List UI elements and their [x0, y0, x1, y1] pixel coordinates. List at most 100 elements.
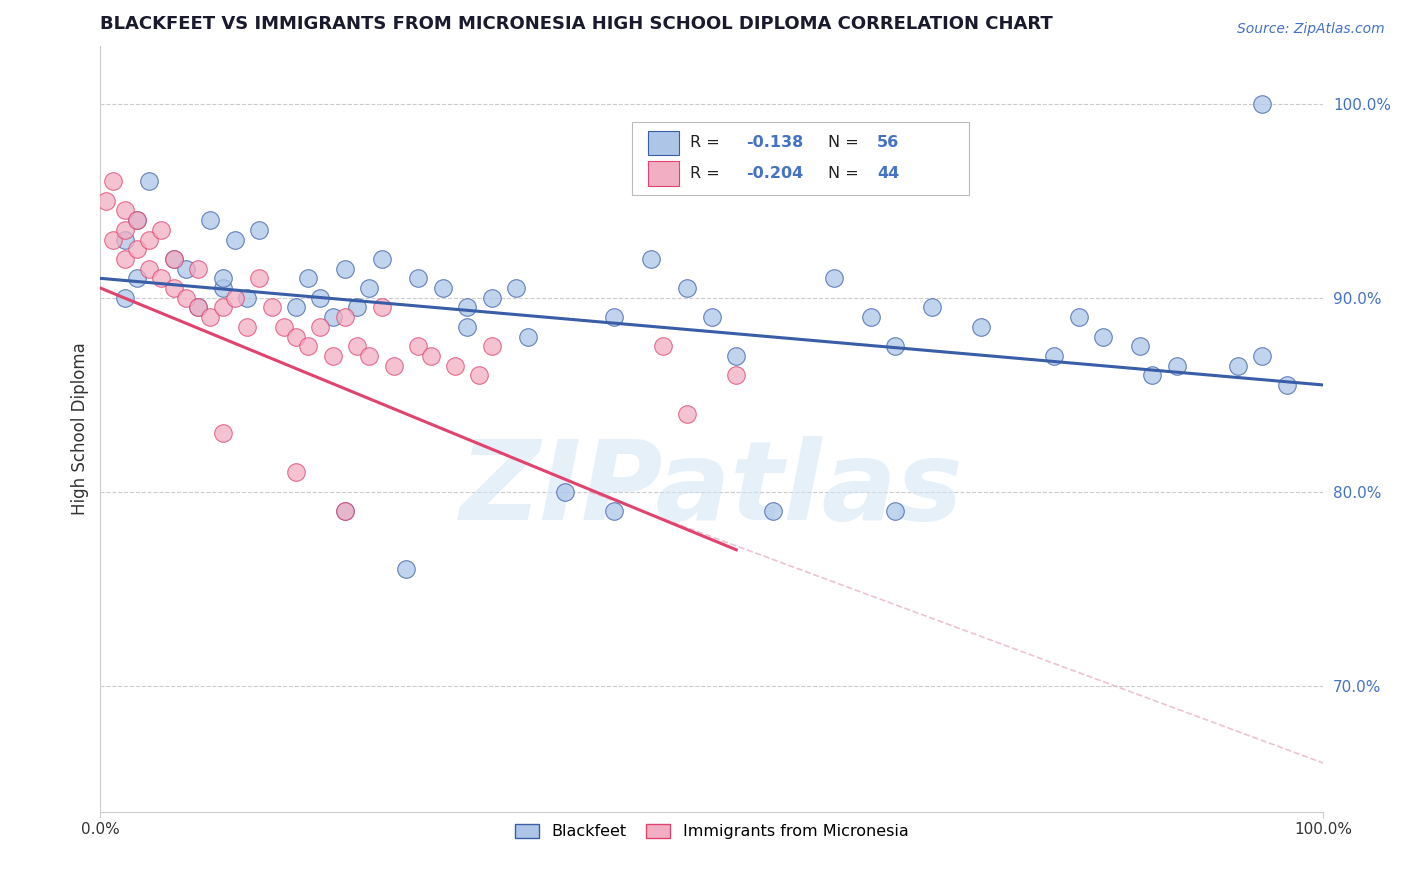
- Point: [333, 261, 356, 276]
- Point: [200, 310, 222, 325]
- Point: [603, 310, 626, 325]
- Point: [247, 271, 270, 285]
- Point: [96, 194, 118, 208]
- Point: [114, 223, 136, 237]
- FancyBboxPatch shape: [633, 122, 969, 195]
- Point: [114, 203, 136, 218]
- Text: Source: ZipAtlas.com: Source: ZipAtlas.com: [1237, 22, 1385, 37]
- Point: [211, 281, 233, 295]
- Point: [676, 281, 699, 295]
- Point: [884, 339, 907, 353]
- Point: [1043, 349, 1066, 363]
- Point: [211, 271, 233, 285]
- Text: R =: R =: [690, 136, 724, 151]
- Point: [125, 213, 148, 227]
- Point: [823, 271, 845, 285]
- Point: [1067, 310, 1090, 325]
- Point: [370, 301, 392, 315]
- Point: [200, 213, 222, 227]
- Point: [456, 319, 478, 334]
- Point: [1226, 359, 1249, 373]
- Point: [163, 281, 186, 295]
- Point: [456, 301, 478, 315]
- Point: [333, 504, 356, 518]
- Point: [101, 174, 124, 188]
- Point: [138, 174, 160, 188]
- Point: [236, 291, 259, 305]
- Point: [309, 291, 332, 305]
- Point: [1129, 339, 1152, 353]
- Point: [163, 252, 186, 266]
- Point: [725, 349, 748, 363]
- Point: [174, 261, 197, 276]
- Point: [236, 319, 259, 334]
- Point: [359, 349, 381, 363]
- Point: [419, 349, 441, 363]
- Point: [346, 301, 368, 315]
- Point: [700, 310, 723, 325]
- Point: [1092, 329, 1115, 343]
- Text: ZIPatlas: ZIPatlas: [460, 436, 963, 543]
- Point: [921, 301, 943, 315]
- Point: [333, 504, 356, 518]
- Point: [273, 319, 295, 334]
- Point: [163, 252, 186, 266]
- Point: [125, 271, 148, 285]
- Point: [640, 252, 662, 266]
- Point: [346, 339, 368, 353]
- Point: [1166, 359, 1188, 373]
- Point: [247, 223, 270, 237]
- Point: [114, 291, 136, 305]
- Point: [603, 504, 626, 518]
- Text: -0.138: -0.138: [747, 136, 803, 151]
- Point: [333, 310, 356, 325]
- Point: [285, 301, 308, 315]
- Point: [309, 319, 332, 334]
- Point: [970, 319, 993, 334]
- Point: [211, 301, 233, 315]
- Point: [408, 271, 430, 285]
- Point: [187, 261, 209, 276]
- Point: [884, 504, 907, 518]
- Point: [859, 310, 882, 325]
- Point: [322, 349, 344, 363]
- Point: [211, 426, 233, 441]
- Point: [468, 368, 491, 383]
- Point: [125, 213, 148, 227]
- Point: [150, 223, 173, 237]
- Point: [101, 233, 124, 247]
- Text: -0.204: -0.204: [747, 166, 803, 181]
- Point: [408, 339, 430, 353]
- Point: [382, 359, 405, 373]
- Point: [359, 281, 381, 295]
- Point: [285, 465, 308, 479]
- Point: [187, 301, 209, 315]
- Point: [174, 291, 197, 305]
- Point: [395, 562, 418, 576]
- Y-axis label: High School Diploma: High School Diploma: [72, 343, 89, 515]
- Point: [125, 242, 148, 256]
- Point: [1251, 96, 1274, 111]
- Point: [432, 281, 454, 295]
- Legend: Blackfeet, Immigrants from Micronesia: Blackfeet, Immigrants from Micronesia: [509, 817, 915, 846]
- Point: [444, 359, 467, 373]
- Text: BLACKFEET VS IMMIGRANTS FROM MICRONESIA HIGH SCHOOL DIPLOMA CORRELATION CHART: BLACKFEET VS IMMIGRANTS FROM MICRONESIA …: [100, 15, 1053, 33]
- Point: [370, 252, 392, 266]
- Point: [138, 233, 160, 247]
- Bar: [648, 130, 679, 155]
- Point: [114, 252, 136, 266]
- Point: [651, 339, 673, 353]
- Text: R =: R =: [690, 166, 724, 181]
- Point: [150, 271, 173, 285]
- Point: [322, 310, 344, 325]
- Point: [762, 504, 785, 518]
- Point: [481, 339, 503, 353]
- Point: [260, 301, 283, 315]
- Point: [224, 291, 246, 305]
- Point: [1275, 378, 1298, 392]
- Point: [554, 484, 576, 499]
- Point: [1140, 368, 1163, 383]
- Text: N =: N =: [828, 136, 863, 151]
- Point: [285, 329, 308, 343]
- Point: [481, 291, 503, 305]
